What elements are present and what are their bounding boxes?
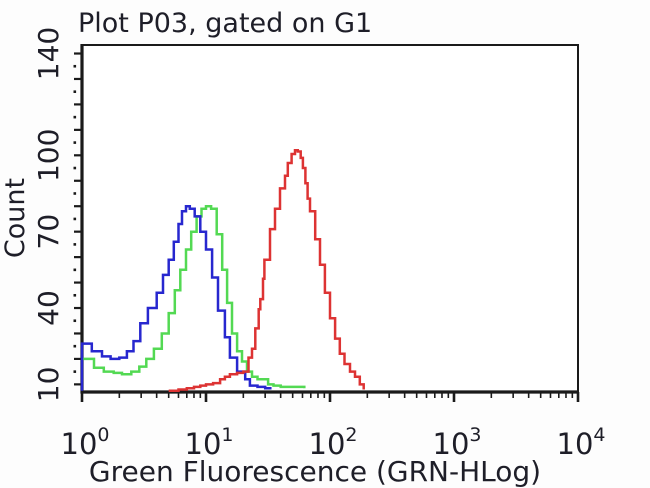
x-tick-label: 101 (185, 424, 234, 461)
y-minor-dot (73, 293, 77, 297)
y-minor-dot (73, 166, 77, 170)
y-tick-label: 10 (32, 367, 65, 403)
y-tick-label: 140 (32, 27, 65, 80)
curve-blue (80, 204, 272, 391)
x-axis-ticks (80, 392, 580, 402)
y-minor-dot (73, 217, 77, 221)
y-tick-label: 100 (32, 129, 65, 182)
y-minor-dot (73, 141, 77, 144)
chart-title: Plot P03, gated on G1 (78, 8, 372, 39)
x-tick-label: 102 (309, 424, 358, 461)
y-axis-title: Count (0, 178, 31, 258)
y-minor-dot (73, 268, 77, 272)
curve-red (168, 148, 365, 392)
y-minor-dot (73, 192, 77, 195)
y-minor-dot (73, 243, 77, 246)
curve-green (82, 204, 306, 389)
y-minor-dot (73, 115, 77, 119)
y-minor-dot (73, 64, 77, 68)
x-axis-tick-labels: 100 101 102 103 104 (61, 424, 606, 461)
y-minor-dot (73, 344, 77, 348)
y-tick-label: 70 (32, 214, 65, 250)
y-minor-dot (73, 90, 77, 93)
plot-area (81, 44, 579, 393)
x-tick-label: 104 (557, 424, 606, 461)
y-tick-label: 40 (32, 290, 65, 326)
histogram-curves (80, 148, 365, 392)
y-minor-dot (73, 370, 77, 373)
x-axis-title: Green Fluorescence (GRN-HLog) (89, 455, 541, 488)
y-minor-dot (73, 319, 77, 323)
x-tick-label: 103 (433, 424, 482, 461)
x-tick-label: 100 (61, 424, 110, 461)
y-axis-tick-labels: 10 40 70 100 140 (32, 27, 65, 402)
y-axis-ticks (73, 52, 82, 386)
